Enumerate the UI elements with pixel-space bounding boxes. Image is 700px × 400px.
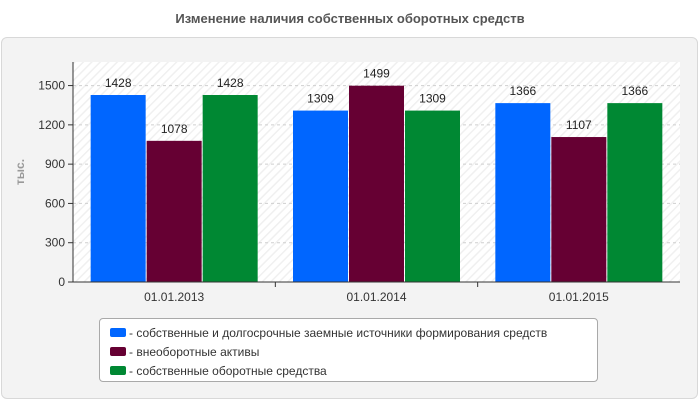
data-label: 1309 <box>419 92 446 106</box>
bar <box>202 95 258 282</box>
bar <box>293 110 348 282</box>
x-tick-label: 01.01.2013 <box>144 290 204 304</box>
bar <box>607 103 663 282</box>
legend-label: - внеоборотные активы <box>129 344 260 359</box>
bar <box>349 85 404 282</box>
legend-item: - внеоборотные активы <box>110 342 597 361</box>
bar <box>405 110 460 282</box>
y-tick-label: 900 <box>45 157 65 171</box>
data-label: 1428 <box>217 76 244 90</box>
data-label: 1107 <box>566 118 592 132</box>
bar <box>90 95 146 282</box>
y-tick-label: 600 <box>45 196 65 210</box>
data-label: 1366 <box>621 84 648 98</box>
x-tick-label: 01.01.2014 <box>346 290 406 304</box>
legend-swatch <box>110 328 126 337</box>
chart-title: Изменение наличия собственных оборотных … <box>175 11 525 26</box>
bar <box>146 140 202 282</box>
legend-label: - собственные оборотные средства <box>129 363 327 378</box>
legend-label: - собственные и долгосрочные заемные ист… <box>129 325 548 340</box>
legend-swatch <box>110 366 126 375</box>
bar <box>495 103 551 282</box>
data-label: 1428 <box>105 76 132 90</box>
y-tick-label: 300 <box>45 236 65 250</box>
bar <box>551 137 607 282</box>
y-tick-label: 0 <box>58 275 65 289</box>
legend-item: - собственные оборотные средства <box>110 361 597 380</box>
legend-item: - собственные и долгосрочные заемные ист… <box>110 323 597 342</box>
data-label: 1078 <box>161 122 188 136</box>
y-axis-title: тыс. <box>13 159 27 185</box>
legend-swatch <box>110 347 126 356</box>
data-label: 1366 <box>509 84 536 98</box>
data-label: 1309 <box>307 92 334 106</box>
x-tick-label: 01.01.2015 <box>549 290 609 304</box>
chart-legend: - собственные и долгосрочные заемные ист… <box>99 318 598 382</box>
data-label: 1499 <box>363 67 390 81</box>
y-tick-label: 1200 <box>38 118 65 132</box>
y-tick-label: 1500 <box>38 79 65 93</box>
